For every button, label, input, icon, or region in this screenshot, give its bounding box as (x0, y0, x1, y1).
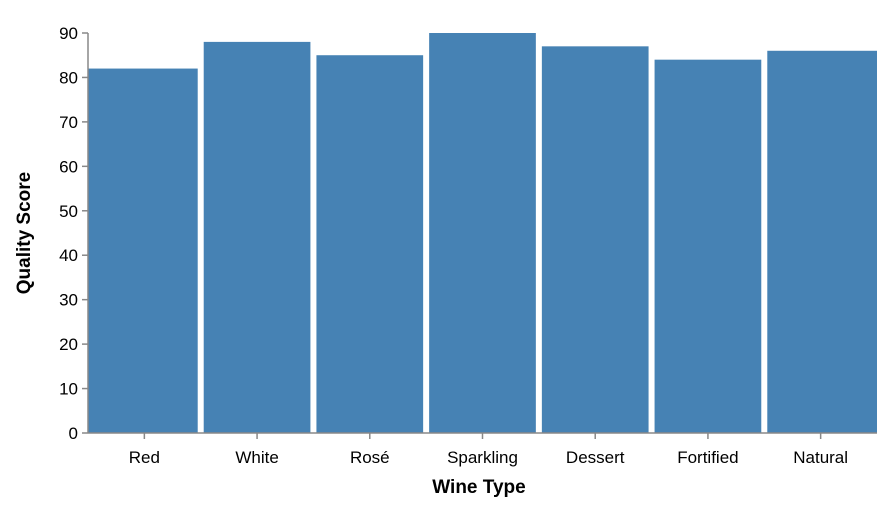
x-tick-label: Rosé (350, 448, 390, 467)
x-tick-label: Sparkling (447, 448, 518, 467)
y-tick-label: 10 (59, 380, 78, 399)
y-tick-label: 20 (59, 335, 78, 354)
bar-natural (767, 50, 877, 433)
bar-white (203, 41, 311, 433)
y-tick-label: 70 (59, 113, 78, 132)
bar-fortified (654, 59, 762, 434)
y-tick-label: 30 (59, 291, 78, 310)
x-tick-label: Fortified (677, 448, 738, 467)
y-axis: 0 10 20 30 40 50 60 70 80 90 (59, 24, 89, 443)
x-tick-label: White (235, 448, 278, 467)
x-tick-label: Dessert (566, 448, 625, 467)
x-tick-label: Natural (793, 448, 848, 467)
y-tick-label: 40 (59, 246, 78, 265)
bar-dessert (541, 46, 649, 433)
y-axis-title: Quality Score (14, 172, 35, 295)
y-tick-label: 90 (59, 24, 78, 43)
y-tick-label: 60 (59, 157, 78, 176)
bar-sparkling (429, 33, 536, 433)
y-tick-label: 80 (59, 68, 78, 87)
x-axis-title: Wine Type (432, 477, 525, 498)
y-tick-label: 0 (69, 424, 78, 443)
x-axis: Red White Rosé Sparkling Dessert Fortified Nat… (88, 432, 877, 467)
bar-ros- (316, 55, 424, 433)
bars-group (88, 33, 877, 434)
bar-red (88, 68, 198, 433)
y-tick-label: 50 (59, 202, 78, 221)
x-tick-label: Red (129, 448, 160, 467)
